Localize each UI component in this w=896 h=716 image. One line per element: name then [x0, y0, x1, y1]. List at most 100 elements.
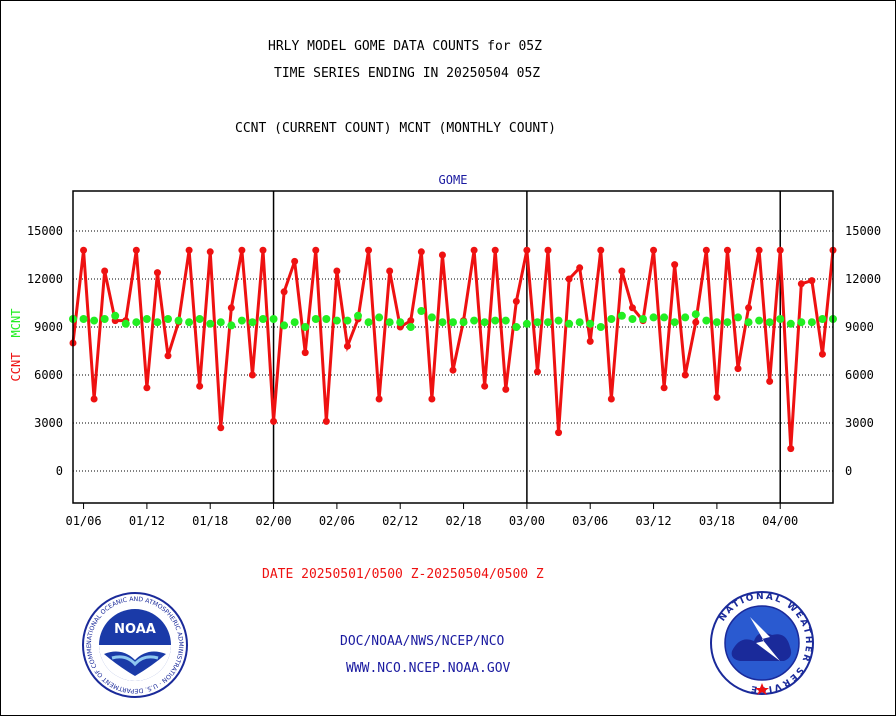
data-point-ccnt — [702, 246, 710, 254]
date-range-label: DATE 20250501/0500 Z-20250504/0500 Z — [262, 567, 544, 582]
data-point-mcnt — [121, 319, 130, 328]
data-point-ccnt — [312, 246, 320, 254]
series-line-ccnt — [71, 249, 835, 449]
y-tick-label-left: 12000 — [27, 272, 63, 286]
data-point-mcnt — [459, 318, 468, 327]
data-point-ccnt — [438, 251, 446, 259]
data-point-mcnt — [670, 318, 679, 327]
data-point-mcnt — [354, 311, 362, 320]
data-point-mcnt — [480, 318, 489, 327]
title-line-1: HRLY MODEL GOME DATA COUNTS for 05Z — [268, 39, 542, 54]
title-line-3: CCNT (CURRENT COUNT) MCNT (MONTHLY COUNT… — [235, 121, 556, 136]
data-point-ccnt — [143, 384, 151, 392]
y-tick-label-right: 0 — [845, 464, 852, 478]
data-point-mcnt — [765, 318, 774, 327]
data-point-mcnt — [470, 316, 479, 325]
data-point-ccnt — [607, 395, 615, 403]
data-point-ccnt — [238, 246, 246, 254]
data-point-mcnt — [649, 313, 658, 322]
title-line-2: TIME SERIES ENDING IN 20250504 05Z — [274, 66, 541, 81]
noaa-logo-text: NOAA — [114, 622, 156, 637]
data-point-mcnt — [301, 323, 310, 331]
x-tick-label: 03/06 — [572, 514, 608, 528]
data-point-ccnt — [322, 417, 330, 425]
data-point-ccnt — [745, 304, 753, 312]
panel-title: GOME — [439, 173, 468, 187]
x-tick-label: 02/00 — [255, 514, 291, 528]
data-point-ccnt — [523, 246, 531, 254]
data-point-mcnt — [142, 315, 151, 323]
data-point-ccnt — [301, 349, 309, 357]
data-point-mcnt — [364, 318, 373, 327]
data-point-ccnt — [153, 269, 161, 277]
data-point-mcnt — [660, 313, 669, 322]
data-point-ccnt — [723, 246, 731, 254]
x-tick-label: 02/18 — [445, 514, 481, 528]
data-point-ccnt — [512, 297, 520, 305]
nws-logo-icon: NATIONAL WEATHER SERVICE — [710, 591, 814, 695]
data-point-ccnt — [787, 445, 795, 453]
x-tick-label: 03/18 — [699, 514, 735, 528]
data-point-mcnt — [607, 315, 616, 323]
data-point-ccnt — [555, 429, 563, 437]
data-point-ccnt — [164, 352, 172, 360]
data-point-mcnt — [596, 323, 605, 331]
data-point-mcnt — [417, 307, 426, 315]
footer-url-link[interactable]: WWW.NCO.NCEP.NOAA.GOV — [346, 661, 511, 676]
data-point-ccnt — [586, 337, 594, 345]
data-point-ccnt — [227, 304, 235, 312]
y-tick-label-left: 6000 — [34, 368, 63, 382]
data-point-ccnt — [470, 246, 478, 254]
data-point-ccnt — [618, 267, 626, 275]
data-point-ccnt — [681, 371, 689, 379]
data-point-mcnt — [311, 315, 320, 323]
y-tick-label-left: 15000 — [27, 224, 63, 238]
data-point-ccnt — [101, 267, 109, 275]
data-point-ccnt — [185, 246, 193, 254]
data-point-mcnt — [522, 319, 531, 328]
data-point-ccnt — [386, 267, 394, 275]
data-point-mcnt — [755, 316, 764, 325]
data-point-mcnt — [617, 311, 626, 320]
data-point-ccnt — [80, 246, 88, 254]
data-point-ccnt — [343, 342, 351, 350]
data-point-ccnt — [544, 246, 552, 254]
x-tick-label: 01/06 — [65, 514, 101, 528]
data-point-mcnt — [259, 315, 267, 323]
x-tick-label: 01/12 — [129, 514, 165, 528]
data-point-ccnt — [776, 246, 784, 254]
x-tick-label: 02/06 — [319, 514, 355, 528]
data-point-mcnt — [512, 323, 521, 331]
data-point-mcnt — [280, 321, 289, 330]
data-point-mcnt — [406, 323, 415, 331]
data-point-ccnt — [196, 382, 204, 390]
data-point-ccnt — [259, 246, 267, 254]
data-point-mcnt — [586, 319, 595, 328]
data-point-mcnt — [712, 318, 721, 327]
data-point-mcnt — [491, 316, 500, 325]
data-point-mcnt — [807, 318, 816, 327]
data-point-mcnt — [322, 315, 331, 323]
data-point-mcnt — [691, 310, 700, 319]
y-tick-label-right: 12000 — [845, 272, 881, 286]
data-point-mcnt — [206, 319, 215, 328]
data-point-ccnt — [713, 393, 721, 401]
data-point-ccnt — [576, 264, 584, 272]
data-point-ccnt — [90, 395, 98, 403]
y-tick-label-right: 6000 — [845, 368, 874, 382]
data-point-mcnt — [90, 316, 99, 325]
data-point-mcnt — [575, 318, 584, 327]
data-point-mcnt — [195, 315, 204, 323]
data-point-mcnt — [248, 318, 257, 327]
data-point-mcnt — [100, 315, 109, 323]
data-point-mcnt — [343, 316, 352, 325]
data-point-ccnt — [502, 385, 510, 393]
data-point-ccnt — [660, 384, 668, 392]
data-point-mcnt — [185, 318, 194, 327]
data-point-ccnt — [734, 365, 742, 373]
x-tick-label: 04/00 — [762, 514, 798, 528]
data-point-mcnt — [237, 316, 246, 325]
data-point-ccnt — [650, 246, 658, 254]
data-point-mcnt — [132, 318, 141, 327]
data-point-mcnt — [438, 318, 447, 327]
